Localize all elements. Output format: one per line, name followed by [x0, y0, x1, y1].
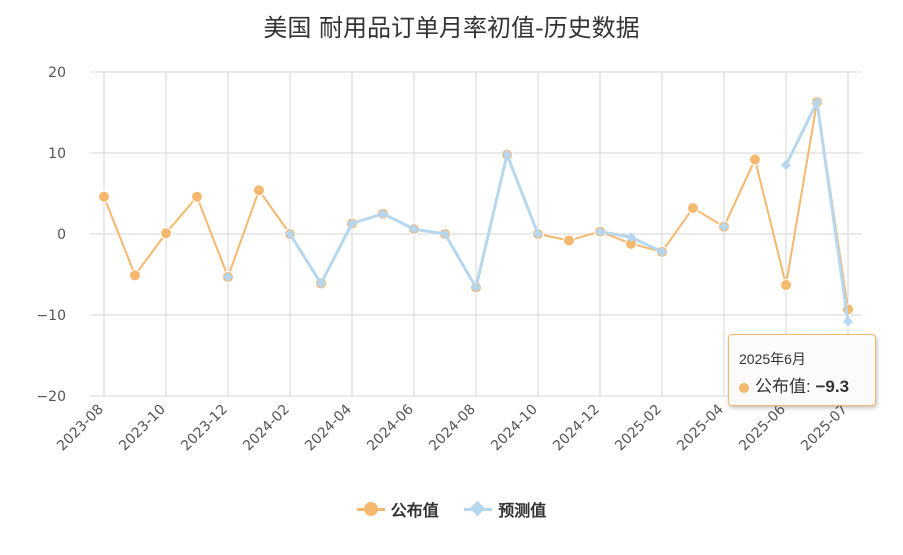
- tooltip-value: −9.3: [815, 377, 850, 396]
- diamond-marker-icon: [464, 500, 493, 517]
- y-tick-label: 0: [57, 227, 66, 243]
- forecast-point[interactable]: [409, 224, 419, 235]
- x-tick-label: 2024-06: [364, 401, 417, 454]
- forecast-point[interactable]: [502, 149, 512, 160]
- forecast-point[interactable]: [626, 232, 636, 243]
- series-forecast: [223, 96, 853, 327]
- tooltip: 2025年6月 公布值: −9.3: [728, 334, 876, 406]
- tooltip-date: 2025年6月: [739, 351, 806, 367]
- forecast-point[interactable]: [440, 229, 450, 239]
- forecast-point[interactable]: [533, 229, 543, 239]
- forecast-point[interactable]: [378, 208, 388, 219]
- forecast-point[interactable]: [657, 246, 667, 257]
- forecast-point[interactable]: [347, 218, 357, 229]
- legend-item-forecast[interactable]: 预测值: [464, 497, 546, 521]
- legend: 公布值 预测值: [0, 497, 903, 521]
- x-tick-label: 2023-10: [116, 402, 169, 455]
- x-tick-label: 2024-04: [302, 401, 355, 454]
- y-tick-label: 10: [48, 146, 66, 162]
- x-tick-label: 2025-06: [736, 401, 789, 454]
- x-tick-label: 2025-04: [674, 401, 727, 454]
- published-point[interactable]: [749, 153, 761, 166]
- x-tick-label: 2025-02: [612, 402, 665, 455]
- forecast-point[interactable]: [719, 221, 729, 232]
- forecast-point[interactable]: [781, 160, 791, 171]
- published-point[interactable]: [563, 234, 575, 247]
- y-tick-label: −10: [36, 308, 66, 324]
- forecast-point[interactable]: [223, 271, 233, 282]
- forecast-line: [784, 100, 850, 322]
- circle-marker-icon: [356, 502, 385, 516]
- published-point[interactable]: [160, 227, 172, 240]
- chart-title: 美国 耐用品订单月率初值-历史数据: [263, 14, 640, 42]
- y-tick-label: 20: [48, 65, 66, 81]
- legend-item-published[interactable]: 公布值: [356, 497, 439, 521]
- x-tick-label: 2023-12: [178, 402, 231, 455]
- forecast-point[interactable]: [471, 282, 481, 293]
- x-tick-label: 2023-08: [54, 402, 107, 455]
- y-tick-label: −20: [36, 389, 66, 405]
- forecast-point[interactable]: [285, 229, 295, 239]
- tooltip-label: 公布值:: [755, 377, 811, 396]
- forecast-point[interactable]: [316, 278, 326, 289]
- x-tick-label: 2025-07: [798, 402, 851, 455]
- x-tick-label: 2024-10: [488, 402, 541, 455]
- published-point[interactable]: [129, 269, 141, 282]
- published-point[interactable]: [253, 184, 265, 197]
- published-point[interactable]: [780, 279, 792, 292]
- x-tick-label: 2024-02: [240, 402, 293, 455]
- forecast-point[interactable]: [595, 226, 605, 237]
- x-axis-ticks: 2023-08 2023-10 2023-12 2024-02 2024-04 2024-…: [54, 401, 851, 454]
- legend-label-published: 公布值: [390, 501, 439, 520]
- published-point[interactable]: [687, 202, 699, 215]
- y-axis-ticks: 20 10 0 −10 −20: [36, 65, 66, 405]
- tooltip-row: 公布值: −9.3: [739, 372, 849, 397]
- x-tick-label: 2024-12: [550, 402, 603, 455]
- legend-label-forecast: 预测值: [498, 501, 547, 520]
- x-tick-label: 2024-08: [426, 402, 479, 455]
- published-point[interactable]: [191, 190, 203, 203]
- forecast-point[interactable]: [812, 96, 822, 107]
- published-point[interactable]: [98, 190, 110, 203]
- tooltip-dot-icon: [739, 382, 749, 393]
- forecast-point[interactable]: [843, 316, 853, 327]
